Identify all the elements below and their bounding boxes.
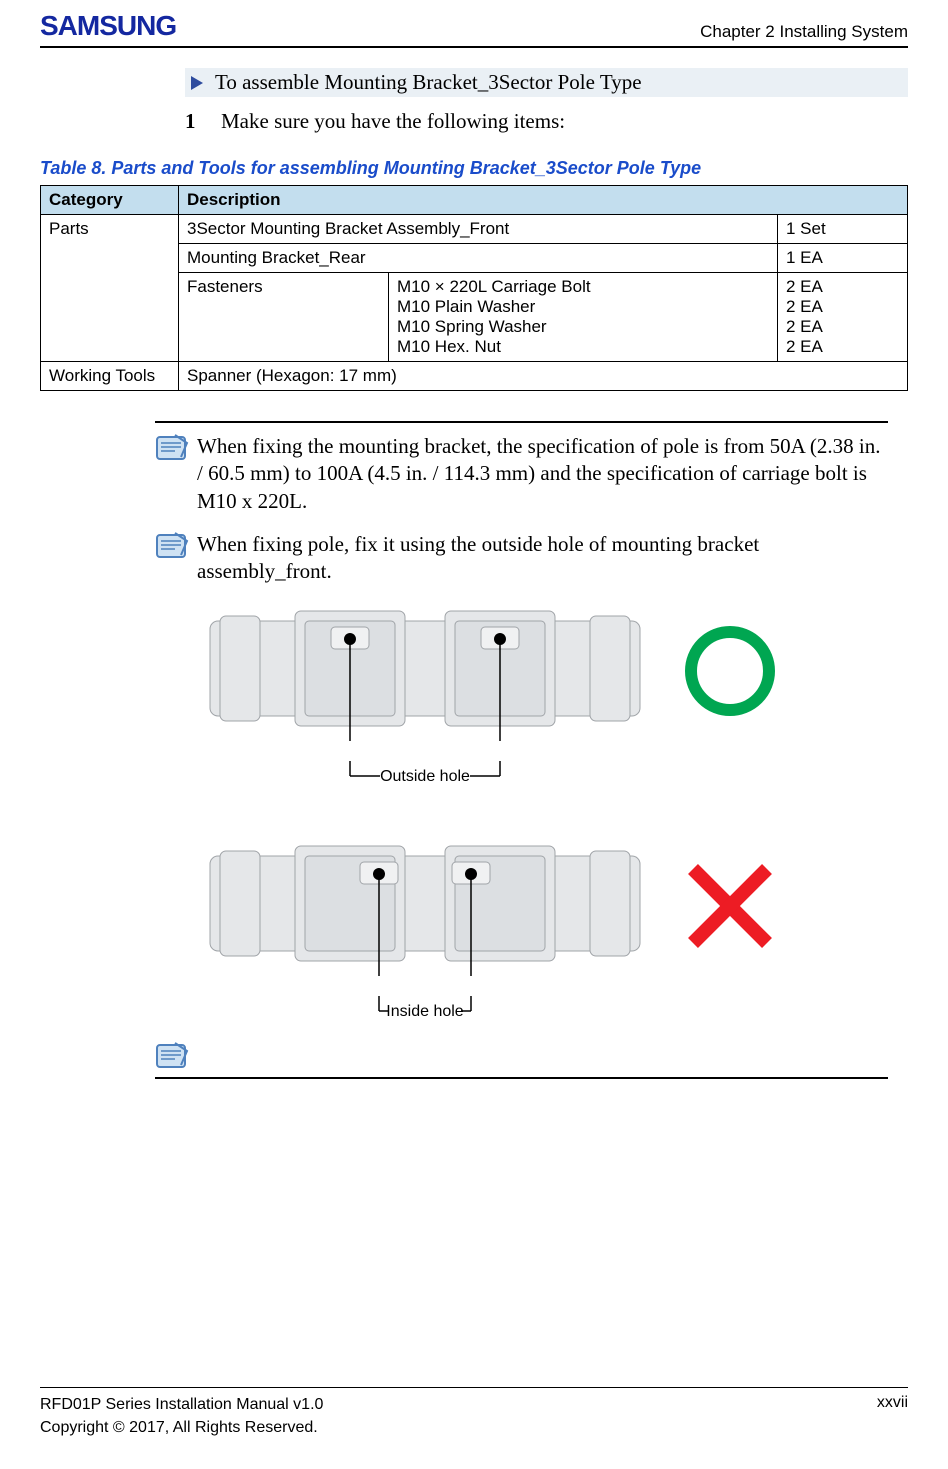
note-text: When fixing pole, fix it using the outsi… <box>197 531 888 586</box>
ok-circle-icon <box>685 626 775 716</box>
cell-desc: Spanner (Hexagon: 17 mm) <box>179 362 908 391</box>
cell-qty: 1 Set <box>778 215 908 244</box>
samsung-logo: SAMSUNG <box>40 10 176 42</box>
note-icon <box>155 1041 191 1071</box>
table-row: Working Tools Spanner (Hexagon: 17 mm) <box>41 362 908 391</box>
table-row: Parts 3Sector Mounting Bracket Assembly_… <box>41 215 908 244</box>
step-row: 1 Make sure you have the following items… <box>185 109 908 134</box>
cell-qty: 1 EA <box>778 244 908 273</box>
callout-connector: Outside hole <box>205 761 645 791</box>
footer-manual-version: RFD01P Series Installation Manual v1.0 <box>40 1394 323 1416</box>
footer-page-number: xxvii <box>877 1394 908 1439</box>
page-footer: RFD01P Series Installation Manual v1.0 C… <box>40 1387 908 1439</box>
section-title: To assemble Mounting Bracket_3Sector Pol… <box>215 70 642 95</box>
footer-copyright: Copyright © 2017, All Rights Reserved. <box>40 1417 323 1439</box>
cell-category-tools: Working Tools <box>41 362 179 391</box>
step-number: 1 <box>185 109 221 134</box>
inside-hole-label: Inside hole <box>386 1003 463 1020</box>
note-row: When fixing the mounting bracket, the sp… <box>155 433 888 515</box>
note-text: When fixing the mounting bracket, the sp… <box>197 433 888 515</box>
cell-desc: Fasteners <box>179 273 389 362</box>
bracket-outside-diagram <box>205 601 645 741</box>
table-caption: Table 8. Parts and Tools for assembling … <box>40 158 908 179</box>
table-header-description: Description <box>179 186 908 215</box>
diagram-incorrect: Inside hole <box>205 836 888 1031</box>
page-header: SAMSUNG Chapter 2 Installing System <box>40 10 908 48</box>
section-header: To assemble Mounting Bracket_3Sector Pol… <box>185 68 908 97</box>
bracket-inside-diagram <box>205 836 645 976</box>
chapter-title: Chapter 2 Installing System <box>700 22 908 42</box>
cell-desc: 3Sector Mounting Bracket Assembly_Front <box>179 215 778 244</box>
note-row: When fixing pole, fix it using the outsi… <box>155 531 888 586</box>
note-block: When fixing the mounting bracket, the sp… <box>155 421 888 1031</box>
ng-cross-icon <box>685 861 775 951</box>
table-header-category: Category <box>41 186 179 215</box>
callout-connector: Inside hole <box>205 996 645 1026</box>
note-icon <box>155 433 191 463</box>
diagram-correct: Outside hole <box>205 601 888 796</box>
note-block-end <box>155 1041 888 1079</box>
cell-items: M10 × 220L Carriage Bolt M10 Plain Washe… <box>389 273 778 362</box>
arrow-right-icon <box>191 76 203 90</box>
cell-qty: 2 EA 2 EA 2 EA 2 EA <box>778 273 908 362</box>
parts-table: Category Description Parts 3Sector Mount… <box>40 185 908 391</box>
step-text: Make sure you have the following items: <box>221 109 565 134</box>
cell-desc: Mounting Bracket_Rear <box>179 244 778 273</box>
cell-category-parts: Parts <box>41 215 179 362</box>
outside-hole-label: Outside hole <box>380 768 470 785</box>
note-icon <box>155 531 191 561</box>
